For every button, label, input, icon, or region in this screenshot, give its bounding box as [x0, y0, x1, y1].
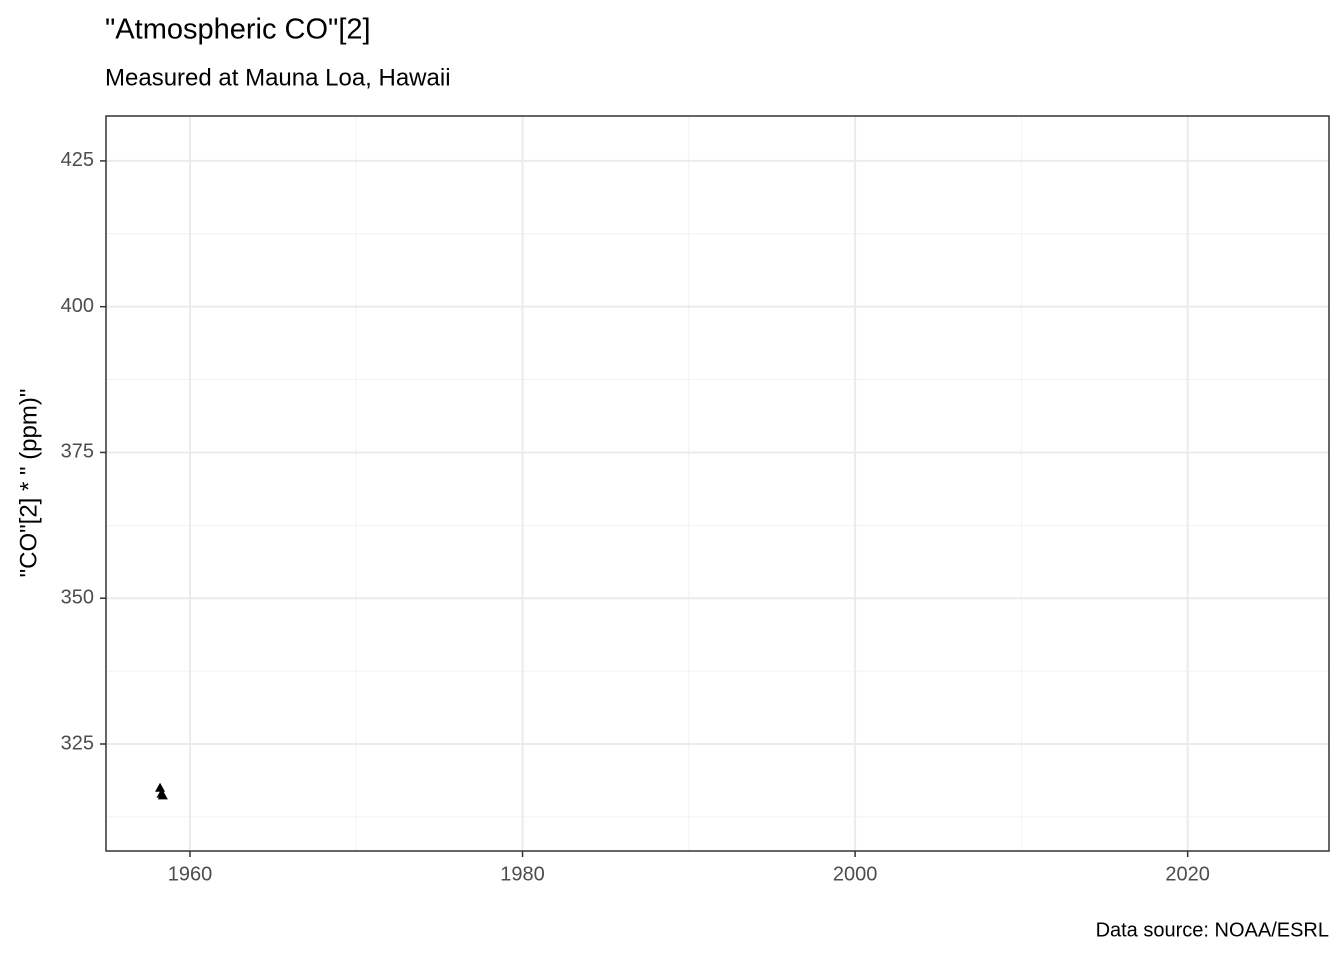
x-tick-label: 1980 — [500, 863, 545, 885]
y-tick-label: 400 — [61, 295, 94, 317]
y-tick-label: 425 — [61, 149, 94, 171]
point — [155, 782, 166, 792]
y-axis-label: "CO"[2] * " (ppm)" — [15, 389, 42, 578]
x-tick-label: 2000 — [833, 863, 878, 885]
marks — [155, 782, 168, 800]
panel-border — [105, 115, 1330, 852]
chart-subtitle: Measured at Mauna Loa, Hawaii — [105, 64, 451, 91]
x-tick-label: 1960 — [168, 863, 213, 885]
x-tick-label: 2020 — [1165, 863, 1210, 885]
chart-title: "Atmospheric CO"[2] — [105, 14, 371, 46]
caption: Data source: NOAA/ESRL — [1096, 919, 1329, 941]
y-tick-label: 325 — [61, 732, 94, 754]
y-tick-label: 350 — [61, 587, 94, 609]
point — [157, 790, 168, 800]
y-tick-label: 375 — [61, 441, 94, 463]
grid — [106, 116, 1329, 851]
